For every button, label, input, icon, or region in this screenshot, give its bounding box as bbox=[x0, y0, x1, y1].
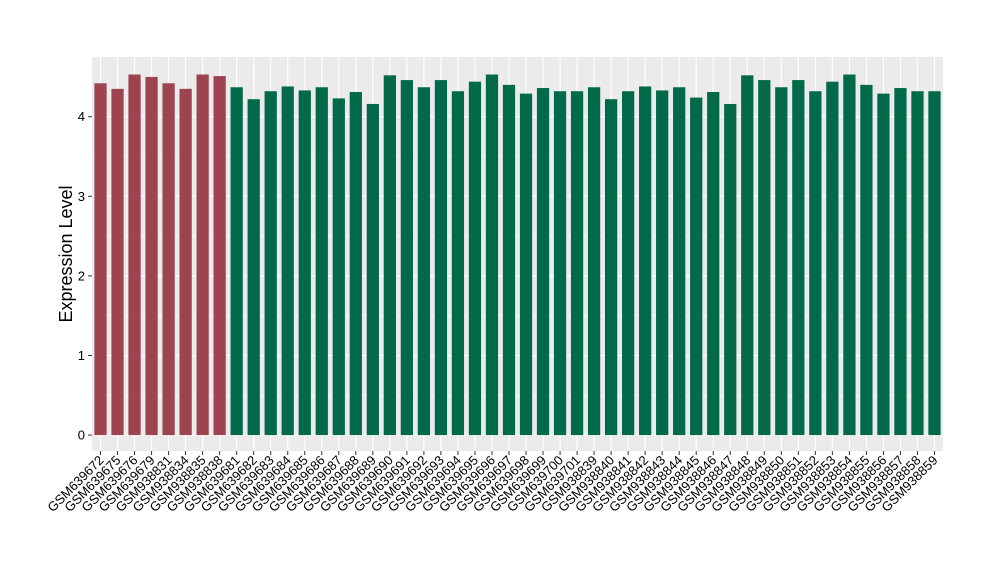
bars bbox=[94, 74, 941, 436]
bar bbox=[877, 93, 890, 436]
bar bbox=[758, 80, 771, 436]
bar bbox=[673, 87, 686, 436]
bar bbox=[230, 87, 243, 436]
bar bbox=[434, 80, 448, 436]
bar bbox=[383, 75, 396, 436]
y-axis-title: Expression Level bbox=[56, 185, 76, 322]
bar bbox=[553, 91, 567, 436]
y-tick-label: 4 bbox=[78, 109, 85, 124]
bar bbox=[928, 91, 941, 436]
bar bbox=[400, 80, 413, 436]
bar bbox=[281, 86, 294, 436]
bar bbox=[656, 90, 669, 436]
bar bbox=[826, 81, 839, 436]
bar bbox=[162, 83, 175, 436]
bar bbox=[298, 90, 311, 436]
bar bbox=[707, 92, 720, 436]
bar bbox=[332, 98, 345, 436]
bar bbox=[213, 76, 226, 436]
y-axis: 0 1 2 3 4 bbox=[78, 109, 92, 443]
bar bbox=[809, 91, 822, 436]
bar bbox=[690, 97, 703, 436]
bar bbox=[179, 88, 192, 436]
bar bbox=[264, 91, 277, 436]
bar bbox=[741, 75, 754, 436]
bar bbox=[485, 74, 499, 436]
bar bbox=[604, 99, 618, 436]
bar bbox=[724, 103, 737, 436]
bar bbox=[315, 87, 328, 436]
bar bbox=[570, 91, 584, 436]
bar bbox=[622, 91, 635, 436]
bar bbox=[894, 88, 907, 436]
y-tick-label: 1 bbox=[78, 348, 85, 363]
bar bbox=[468, 81, 482, 436]
bar bbox=[145, 76, 158, 436]
bar bbox=[519, 93, 533, 436]
bar bbox=[860, 84, 873, 436]
y-tick-label: 0 bbox=[78, 428, 85, 443]
bar bbox=[417, 87, 431, 436]
y-tick-label: 3 bbox=[78, 189, 85, 204]
bar bbox=[128, 74, 141, 436]
bar bbox=[111, 88, 124, 436]
bar bbox=[451, 91, 465, 436]
x-axis: GSM639672GSM639675GSM639676GSM639679GSM9… bbox=[44, 451, 941, 515]
bar bbox=[792, 80, 805, 436]
bar bbox=[775, 87, 788, 436]
bar bbox=[366, 103, 379, 436]
bar bbox=[911, 91, 924, 436]
bar bbox=[94, 83, 107, 436]
bar bbox=[502, 84, 516, 436]
bar bbox=[349, 92, 362, 436]
bar bbox=[639, 86, 652, 436]
bar bbox=[196, 74, 209, 436]
bar bbox=[843, 74, 856, 436]
bar bbox=[587, 87, 601, 436]
y-tick-label: 2 bbox=[78, 268, 85, 283]
bar bbox=[247, 99, 260, 436]
bar bbox=[536, 88, 550, 436]
